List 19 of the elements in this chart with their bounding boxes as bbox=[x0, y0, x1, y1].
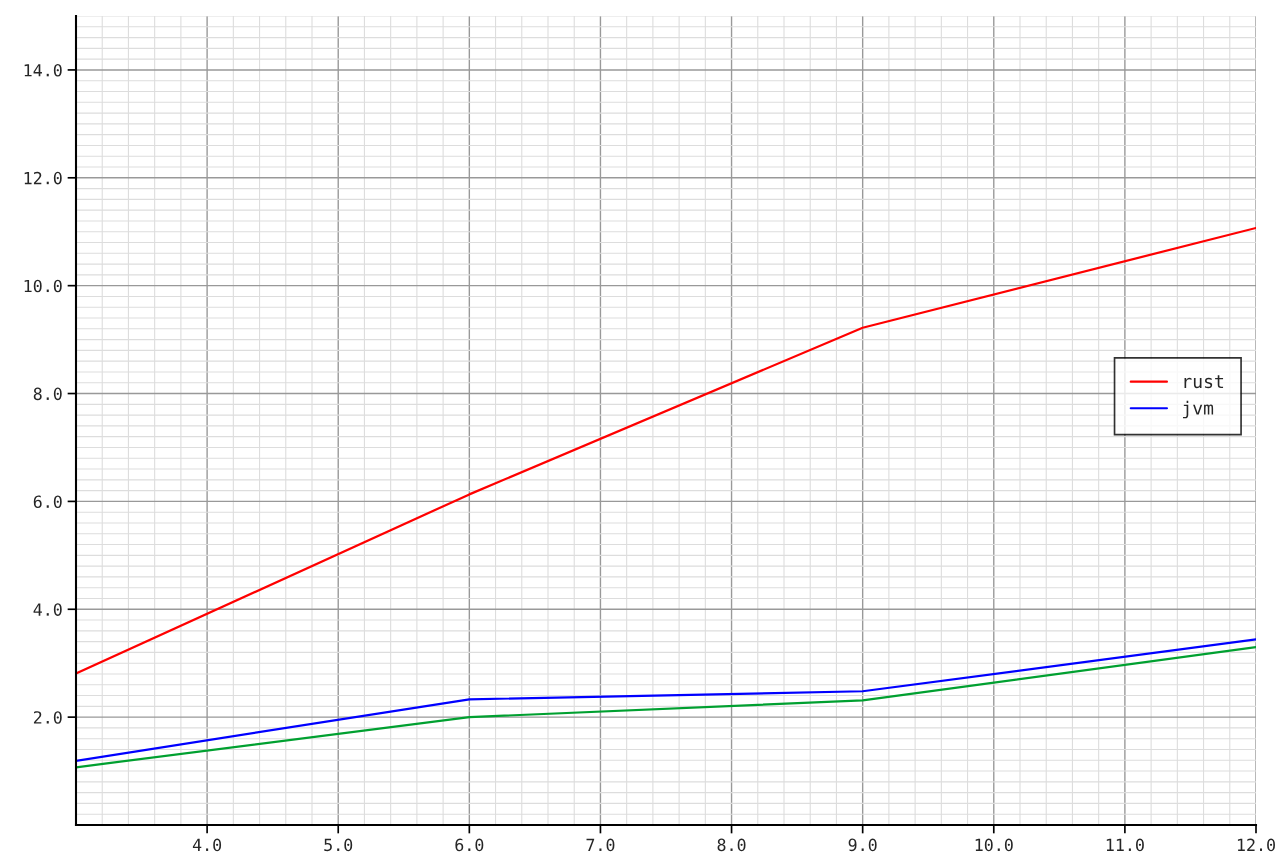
legend-label: rust bbox=[1184, 375, 1224, 389]
x-tick-label: 5.0 bbox=[324, 838, 353, 852]
line-series bbox=[76, 226, 1256, 675]
y-tick-label: 6.0 bbox=[33, 495, 62, 509]
legend-label: jvm bbox=[1182, 400, 1214, 419]
y-tick-label: 4.0 bbox=[33, 603, 62, 616]
x-tick-label: 4.0 bbox=[192, 838, 222, 852]
x-tick-label: 7.0 bbox=[586, 838, 615, 852]
y-tick-label: 12.0 bbox=[24, 171, 62, 185]
y-tick-label: 14.0 bbox=[24, 63, 62, 77]
y-tick-label: 2.0 bbox=[33, 711, 62, 724]
x-tick-label: 6.0 bbox=[455, 838, 484, 852]
x-tick-label: 11.0 bbox=[1106, 838, 1144, 852]
x-tick-label: 10.0 bbox=[975, 838, 1013, 852]
x-tick-label: 8.0 bbox=[717, 838, 746, 852]
x-tick-label: 12.0 bbox=[1237, 838, 1275, 852]
x-tick-label: 9.0 bbox=[848, 838, 877, 852]
y-tick-label: 8.0 bbox=[33, 387, 62, 401]
y-tick-label: 10.0 bbox=[24, 279, 62, 293]
